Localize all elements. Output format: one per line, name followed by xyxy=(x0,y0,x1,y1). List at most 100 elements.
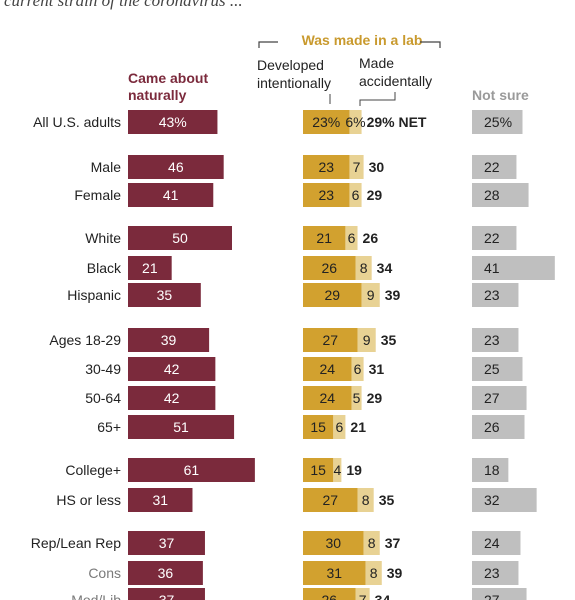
chart-row: Cons 36 31 8 39 23 xyxy=(88,561,519,585)
value-label-naturally: 39 xyxy=(161,332,177,348)
bar-intentional xyxy=(303,183,350,207)
bar-accidental xyxy=(357,488,374,512)
naturally-header-line2: naturally xyxy=(128,87,187,103)
value-label-intentional: 26 xyxy=(321,592,337,600)
intentional-header-line2: intentionally xyxy=(257,75,331,91)
bar-not-sure xyxy=(472,588,527,600)
value-label-naturally: 50 xyxy=(172,230,188,246)
value-label-accidental: 8 xyxy=(360,260,368,276)
bar-naturally xyxy=(128,561,203,585)
bar-intentional xyxy=(303,283,362,307)
category-label: 30-49 xyxy=(85,361,121,377)
bar-naturally xyxy=(128,183,214,207)
bar-intentional xyxy=(303,588,356,600)
value-label-net: 19 xyxy=(346,462,362,478)
value-label-net: 39 xyxy=(385,287,401,303)
value-label-not-sure: 26 xyxy=(484,419,500,435)
value-label-naturally: 46 xyxy=(168,159,184,175)
chart-row: 65+ 51 15 6 21 26 xyxy=(97,415,525,439)
bar-not-sure xyxy=(472,415,525,439)
bar-not-sure xyxy=(472,488,537,512)
bar-not-sure xyxy=(472,357,523,381)
bar-accidental xyxy=(349,183,362,207)
value-label-not-sure: 23 xyxy=(484,287,500,303)
value-label-naturally: 43% xyxy=(159,114,187,130)
chart-row: HS or less 31 27 8 35 32 xyxy=(56,488,537,512)
bar-intentional xyxy=(303,386,352,410)
chart-row: Black 21 26 8 34 41 xyxy=(87,256,555,280)
intentional-header-line1: Developed xyxy=(257,57,324,73)
category-label: White xyxy=(85,230,121,246)
bar-intentional xyxy=(303,256,356,280)
lab-bracket-right xyxy=(420,41,441,48)
value-label-intentional: 23 xyxy=(318,187,334,203)
bar-intentional xyxy=(303,328,358,352)
value-label-intentional: 23% xyxy=(312,114,340,130)
chart-subtitle: current strain of the coronavirus ... xyxy=(4,0,243,10)
bar-accidental xyxy=(349,110,362,134)
value-label-not-sure: 23 xyxy=(484,332,500,348)
bar-intentional xyxy=(303,458,334,482)
bar-not-sure xyxy=(472,283,519,307)
bar-not-sure xyxy=(472,256,555,280)
value-label-not-sure: 25 xyxy=(484,361,500,377)
chart-row: All U.S. adults 43% 23% 6% 29% NET 25% xyxy=(33,110,523,134)
bar-accidental xyxy=(355,256,372,280)
bar-accidental xyxy=(345,226,358,250)
value-label-net: 34 xyxy=(377,260,393,276)
bar-intentional xyxy=(303,488,358,512)
bar-naturally xyxy=(128,386,216,410)
value-label-naturally: 37 xyxy=(159,592,175,600)
category-label: 65+ xyxy=(97,419,121,435)
value-label-net: 26 xyxy=(363,230,379,246)
value-label-naturally: 42 xyxy=(164,390,180,406)
bar-accidental xyxy=(361,283,380,307)
value-label-net: 30 xyxy=(369,159,385,175)
value-label-net: 35 xyxy=(381,332,397,348)
bar-accidental xyxy=(363,531,380,555)
not-sure-header: Not sure xyxy=(472,87,529,103)
value-label-accidental: 7 xyxy=(353,159,361,175)
bar-naturally xyxy=(128,588,205,600)
value-label-intentional: 24 xyxy=(319,361,335,377)
value-label-naturally: 35 xyxy=(157,287,173,303)
bar-naturally xyxy=(128,357,216,381)
bar-not-sure xyxy=(472,328,519,352)
bar-naturally xyxy=(128,488,193,512)
value-label-naturally: 41 xyxy=(163,187,179,203)
value-label-intentional: 31 xyxy=(327,565,343,581)
category-label: Rep/Lean Rep xyxy=(31,535,122,551)
bar-not-sure xyxy=(472,155,517,179)
accidental-header-line1: Made xyxy=(359,55,394,71)
value-label-intentional: 23 xyxy=(318,159,334,175)
bar-intentional xyxy=(303,415,334,439)
value-label-net: 34 xyxy=(375,592,391,600)
chart-row: 30-49 42 24 6 31 25 xyxy=(85,357,523,381)
bar-intentional xyxy=(303,561,366,585)
chart-row: College+ 61 15 4 19 18 xyxy=(65,458,509,482)
category-label: Black xyxy=(87,260,122,276)
value-label-intentional: 24 xyxy=(319,390,335,406)
bar-accidental xyxy=(365,561,382,585)
value-label-intentional: 21 xyxy=(316,230,332,246)
lab-group-title: Was made in a lab xyxy=(302,32,423,48)
bar-naturally xyxy=(128,415,235,439)
category-label: Hispanic xyxy=(67,287,121,303)
value-label-accidental: 6 xyxy=(335,419,343,435)
value-label-naturally: 37 xyxy=(159,535,175,551)
bar-accidental xyxy=(351,357,364,381)
category-label: Ages 18-29 xyxy=(49,332,121,348)
value-label-not-sure: 28 xyxy=(484,187,500,203)
category-label: Female xyxy=(74,187,121,203)
value-label-accidental: 8 xyxy=(362,492,370,508)
value-label-naturally: 51 xyxy=(173,419,189,435)
value-label-intentional: 15 xyxy=(310,462,326,478)
chart-row: 50-64 42 24 5 29 27 xyxy=(85,386,527,410)
value-label-accidental: 6 xyxy=(354,361,362,377)
value-label-naturally: 61 xyxy=(184,462,200,478)
bar-not-sure xyxy=(472,531,521,555)
value-label-intentional: 29 xyxy=(325,287,341,303)
value-label-intentional: 30 xyxy=(326,535,342,551)
bar-naturally xyxy=(128,283,201,307)
